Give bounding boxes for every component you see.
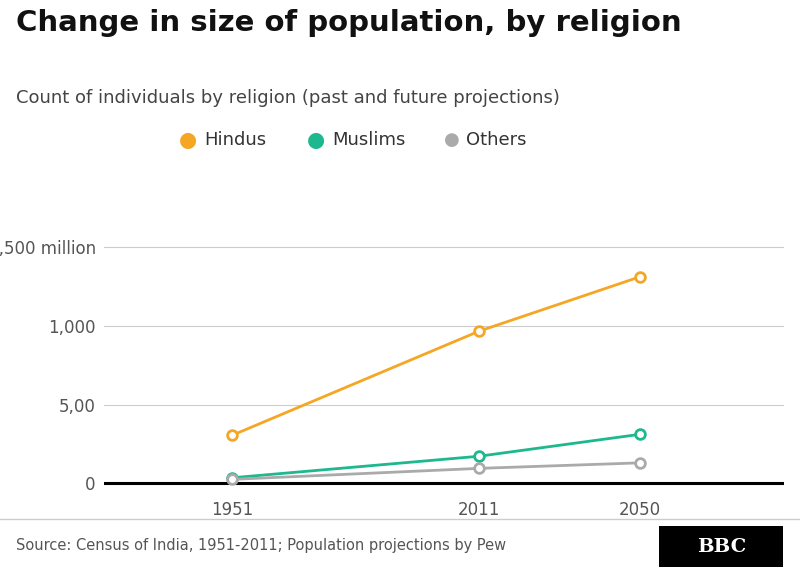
Text: BBC: BBC: [697, 537, 746, 556]
Text: Muslims: Muslims: [332, 131, 406, 150]
Text: ●: ●: [307, 131, 325, 150]
Text: Change in size of population, by religion: Change in size of population, by religio…: [16, 9, 682, 37]
Text: Others: Others: [466, 131, 527, 150]
Text: ●: ●: [444, 131, 460, 150]
Text: Count of individuals by religion (past and future projections): Count of individuals by religion (past a…: [16, 89, 560, 107]
Text: ●: ●: [179, 131, 197, 150]
Text: Hindus: Hindus: [204, 131, 266, 150]
Text: Source: Census of India, 1951-2011; Population projections by Pew: Source: Census of India, 1951-2011; Popu…: [16, 538, 506, 553]
